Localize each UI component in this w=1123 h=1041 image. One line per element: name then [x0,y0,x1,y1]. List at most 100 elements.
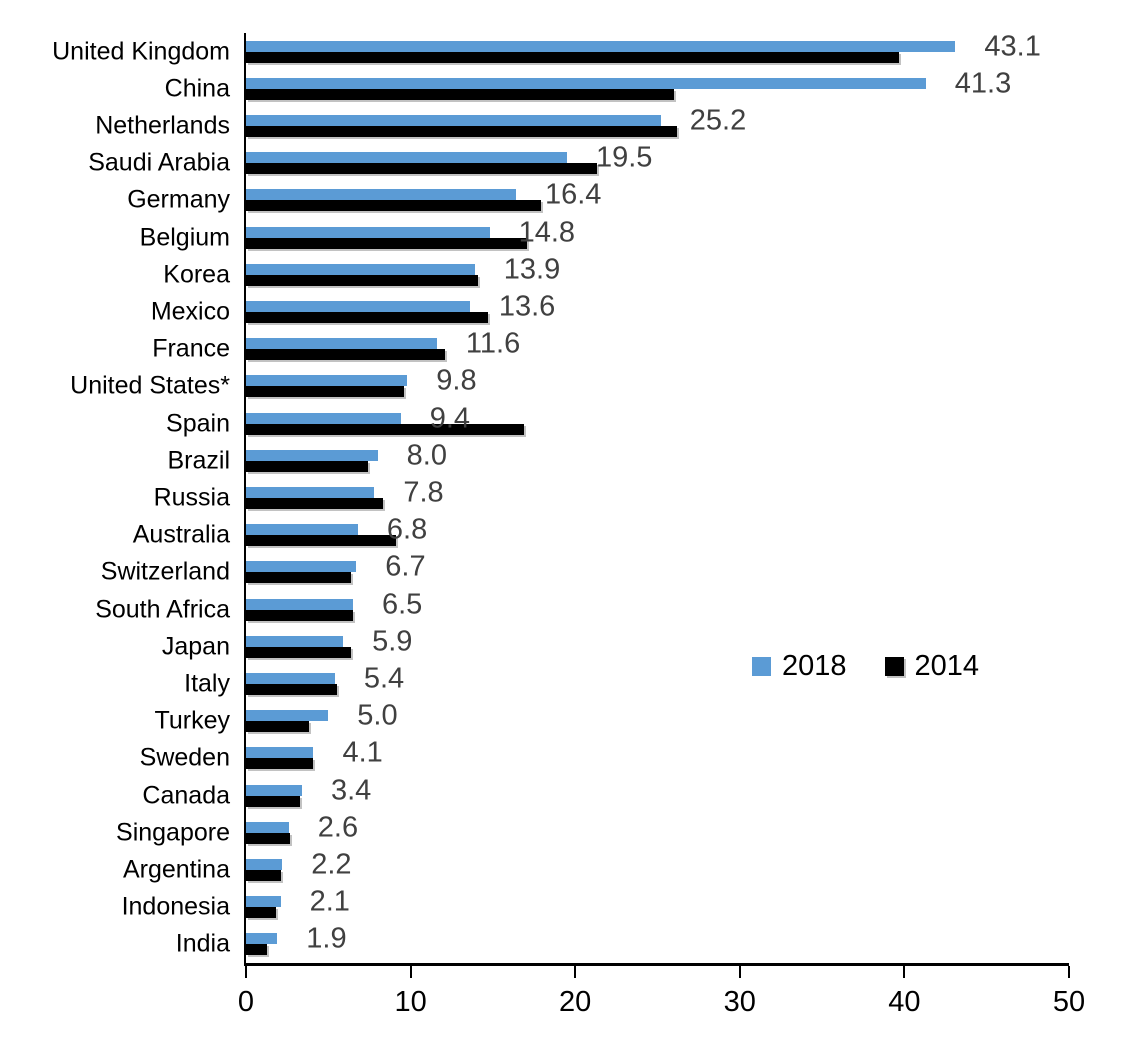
value-label: 2.6 [317,811,359,844]
bar-2014 [246,274,479,286]
bar-2018 [246,524,358,536]
x-tick-label: 50 [1052,986,1086,1018]
category-label: Sweden [139,743,230,772]
value-label: 5.0 [357,699,398,732]
bar-2014 [246,870,281,882]
value-label: 6.7 [385,550,426,583]
bar-2018 [246,896,281,908]
bar-2014 [246,349,446,361]
bar-group: South Africa 6.5 [95,588,1069,628]
bar-group: Canada 3.4 [142,776,1069,814]
bar-2014 [246,88,674,100]
x-tick-label: 10 [394,986,427,1018]
bar-2018 [246,412,401,424]
bar-2014 [246,535,396,547]
plot-rows: United Kingdom 43.1 China 41.3 Netherlan… [52,32,1069,963]
category-label: South Africa [95,595,230,624]
category-label: France [152,334,230,363]
x-tick-mark [738,966,741,978]
bar-2014 [246,498,383,510]
bar-2018 [246,263,475,275]
bar-2014 [246,200,541,212]
bar-group: Germany 16.4 [127,180,1069,219]
value-label: 8.0 [406,439,447,472]
bar-group: United Kingdom 43.1 [52,32,1069,70]
bar-group: Japan 5.9 [162,625,1069,665]
bar-2014 [246,758,314,770]
x-tick-mark [903,966,906,978]
value-label: 5.4 [363,662,405,695]
bar-group: United States* 9.8 [70,364,1069,405]
value-label: 2.2 [311,848,352,881]
legend-item-2014: 2014 [884,650,980,682]
bar-group: Mexico 13.6 [151,290,1069,330]
bar-group: Australia 6.8 [133,513,1069,554]
legend-label-2014: 2014 [914,650,980,682]
value-label: 5.9 [372,625,413,658]
x-tick-label: 20 [559,986,592,1018]
bar-group: Korea 13.9 [163,253,1069,293]
value-label: 9.8 [436,364,477,397]
bar-group: Spain 9.4 [166,404,1069,442]
x-tick-mark [1068,966,1070,978]
category-label: Netherlands [95,111,230,140]
bar-group: Italy 5.4 [184,662,1069,702]
bar-group: Brazil 8.0 [167,439,1069,479]
x-tick-mark [574,966,577,978]
bar-2014 [246,312,488,324]
bar-2014 [246,907,276,919]
value-label: 13.9 [503,253,561,286]
category-label: China [164,74,230,103]
value-label: 7.8 [403,476,444,509]
bar-2018 [246,784,302,796]
x-tick-mark [245,966,247,978]
bar-2014 [246,944,268,956]
bar-2018 [246,449,378,461]
bar-2018 [246,635,344,647]
value-label: 11.6 [465,327,521,360]
category-label: United States* [70,371,230,400]
bar-2014 [246,721,309,733]
bar-group: Switzerland 6.7 [101,550,1069,591]
bar-2018 [246,189,516,201]
bar-2014 [246,51,900,63]
category-label: India [175,929,230,958]
legend-swatch-2014 [884,657,904,676]
bar-2018 [246,301,470,313]
category-label: Australia [132,520,230,549]
value-label: 4.1 [342,736,383,769]
x-tick-mark [409,966,412,978]
category-label: Italy [184,669,230,698]
value-label: 13.6 [498,290,556,323]
bar-2014 [246,572,352,584]
value-label: 41.3 [954,67,1012,100]
category-label: Saudi Arabia [88,148,230,177]
category-label: Indonesia [121,892,230,921]
category-label: Germany [127,185,230,214]
value-label: 6.8 [386,513,428,546]
bar-2018 [246,338,437,350]
value-label: 14.8 [518,216,576,249]
bar-2014 [246,423,525,435]
bar-group: Indonesia 2.1 [122,887,1069,926]
x-tick-label: 0 [237,986,255,1018]
bar-group: Belgium 14.8 [140,216,1069,256]
bar-group: India 1.9 [176,924,1069,963]
bar-group: China 41.3 [165,67,1069,107]
bar-2018 [246,487,375,499]
category-label: Canada [142,781,230,810]
bar-2014 [246,163,597,175]
bar-2018 [246,747,314,759]
legend-swatch-2018 [752,657,771,676]
bar-2018 [246,821,289,833]
bar-2018 [246,77,926,89]
bar-2014 [246,832,291,844]
bar-2014 [246,795,301,807]
category-label: Spain [166,409,230,438]
bar-2018 [246,152,567,164]
value-label: 6.5 [381,588,423,621]
bar-2014 [246,609,353,621]
bar-2018 [246,561,357,573]
bar-2014 [246,386,405,398]
